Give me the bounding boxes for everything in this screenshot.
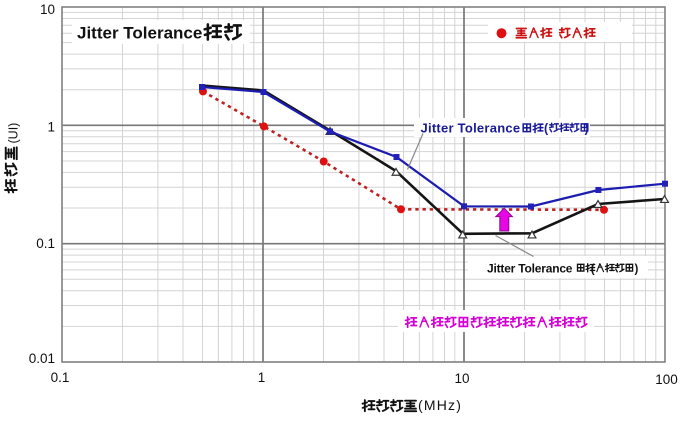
svg-text:(: ( <box>591 264 595 276</box>
svg-text:Jitter Tolerance: Jitter Tolerance <box>77 24 202 43</box>
svg-text:): ) <box>635 264 639 276</box>
svg-text:1: 1 <box>47 120 55 135</box>
svg-text:): ) <box>585 122 589 136</box>
svg-text:0.1: 0.1 <box>36 236 55 251</box>
svg-text:Jitter Tolerance: Jitter Tolerance <box>487 262 573 276</box>
svg-text:100: 100 <box>655 372 678 387</box>
svg-text:0.01: 0.01 <box>29 351 55 366</box>
svg-text:10: 10 <box>40 2 55 17</box>
svg-text:Jitter Tolerance: Jitter Tolerance <box>421 121 521 136</box>
svg-text:0.1: 0.1 <box>51 370 70 385</box>
svg-text:(MHz): (MHz) <box>418 397 462 413</box>
svg-text:1: 1 <box>258 370 266 385</box>
svg-text:(: ( <box>544 122 549 136</box>
svg-text:(UI): (UI) <box>7 123 21 144</box>
svg-text:10: 10 <box>454 371 469 386</box>
